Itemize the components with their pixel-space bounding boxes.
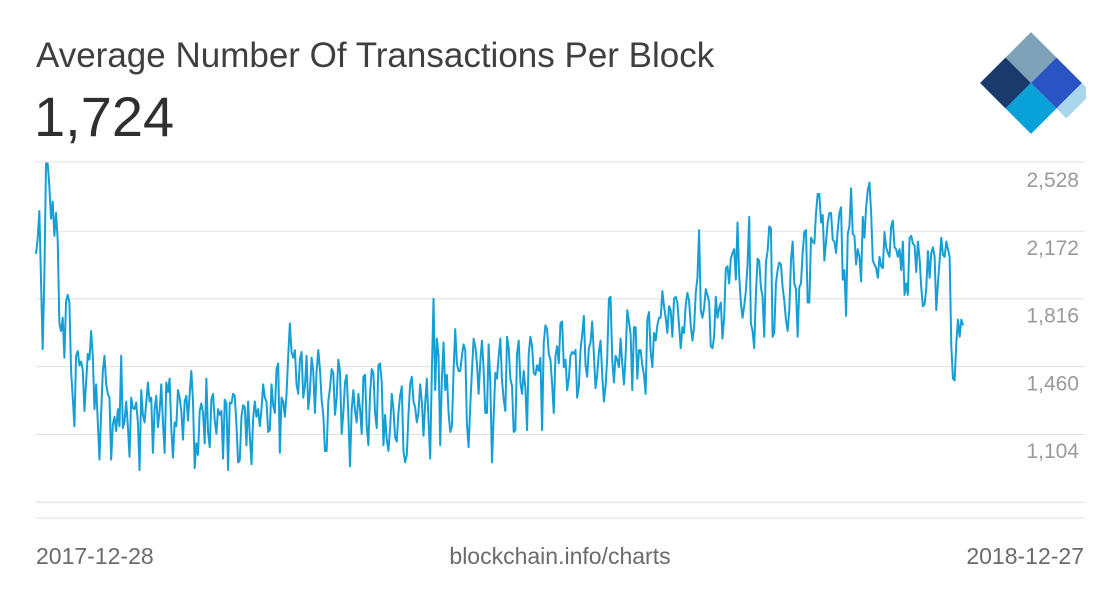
logo-tile-bottom	[1005, 83, 1057, 134]
end-date: 2018-12-27	[966, 543, 1084, 569]
logo-tile-top	[1005, 32, 1057, 83]
y-tick-label: 1,816	[1026, 305, 1079, 328]
series-line	[35, 162, 964, 472]
source-link[interactable]: blockchain.info/charts	[449, 543, 671, 569]
blockchain-logo	[980, 32, 1086, 134]
y-tick-label: 1,104	[1026, 440, 1079, 463]
y-tick-label: 2,528	[1026, 169, 1079, 192]
y-tick-labels: 2,528 2,172 1,816 1,460 1,104	[1026, 169, 1079, 463]
current-value: 1,724	[34, 85, 175, 148]
logo-tile-corner	[1056, 83, 1086, 119]
start-date: 2017-12-28	[36, 543, 154, 569]
y-tick-label: 2,172	[1026, 237, 1079, 260]
chart-title: Average Number Of Transactions Per Block	[36, 36, 715, 75]
y-tick-label: 1,460	[1026, 372, 1079, 395]
